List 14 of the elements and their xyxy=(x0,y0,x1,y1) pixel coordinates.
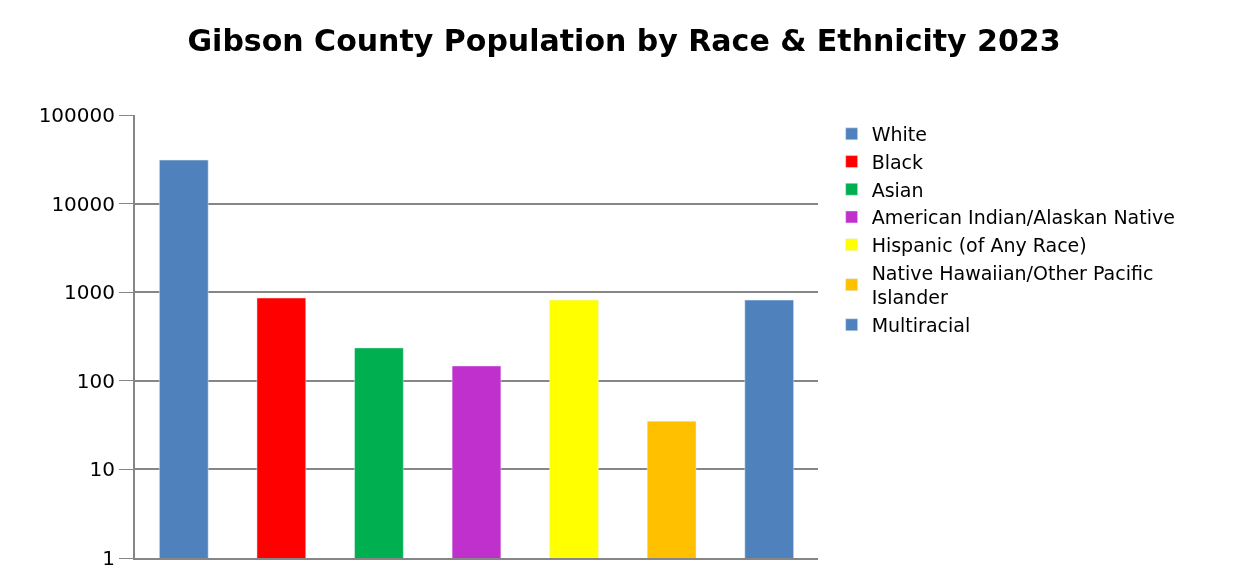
y-tick-label: 100 xyxy=(76,368,115,393)
y-tick-label: 1 xyxy=(102,546,115,570)
legend-label: Hispanic (of Any Race) xyxy=(871,234,1087,257)
legend-label: Asian xyxy=(871,178,924,201)
legend-label: White xyxy=(871,123,927,146)
y-tick-label: 10 xyxy=(89,457,115,482)
y-tick-label: 100000 xyxy=(38,103,115,127)
legend-label: Multiracial xyxy=(871,314,971,337)
y-tick-label: 10000 xyxy=(51,191,115,216)
legend-label: Native Hawaiian/Other Pacific Islander xyxy=(871,261,1154,309)
y-tick-label: 1000 xyxy=(64,280,115,305)
chart-title: Gibson County Population by Race & Ethnicity 2023 xyxy=(187,23,1061,59)
legend-label: Black xyxy=(871,150,924,173)
legend-label: American Indian/Alaskan Native xyxy=(871,206,1175,229)
